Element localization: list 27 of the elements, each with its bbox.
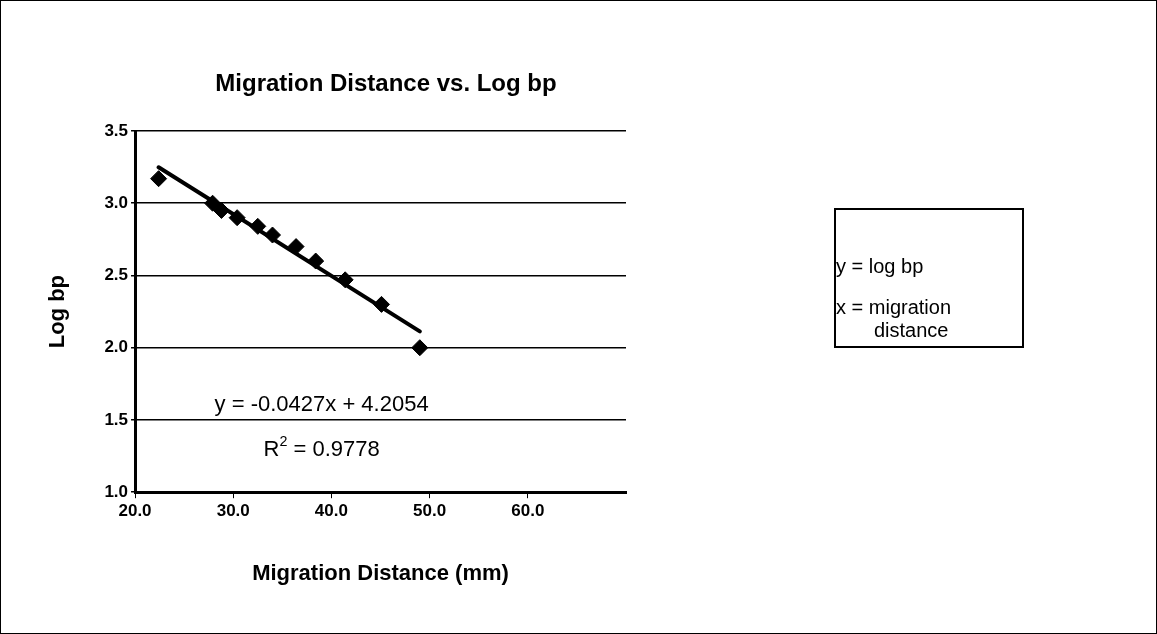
point — [373, 295, 390, 313]
y-tick-label: 3.0 — [104, 192, 129, 212]
x-tick-label: 40.0 — [314, 501, 348, 521]
text: y = log bp — [836, 255, 925, 278]
y-axis-title: Log bp — [44, 274, 70, 349]
point — [212, 201, 230, 219]
x-tick-label: 20.0 — [118, 501, 152, 521]
x-axis-title: Migration Distance (mm) — [252, 559, 509, 585]
point — [249, 217, 267, 235]
text: x = migration distance — [836, 296, 953, 342]
chart-title: Migration Distance vs. Log bp — [214, 69, 558, 97]
y-tick-label: 2.0 — [104, 337, 129, 357]
y-tick-label: 1.0 — [104, 481, 129, 501]
x-tick-label: 60.0 — [511, 501, 545, 521]
y-tick-label: 2.5 — [104, 265, 129, 285]
x-tick-label: 30.0 — [216, 501, 250, 521]
y-tick-label: 1.5 — [104, 409, 129, 429]
point — [307, 252, 325, 270]
point — [336, 271, 354, 289]
point — [228, 209, 246, 227]
point — [264, 226, 281, 244]
point — [150, 170, 168, 188]
y-tick-label: 3.5 — [104, 120, 129, 140]
point — [204, 194, 222, 212]
x-tick-label: 50.0 — [413, 501, 447, 521]
point — [411, 339, 429, 357]
annotation: y = -0.0427x + 4.2054 — [214, 390, 429, 416]
